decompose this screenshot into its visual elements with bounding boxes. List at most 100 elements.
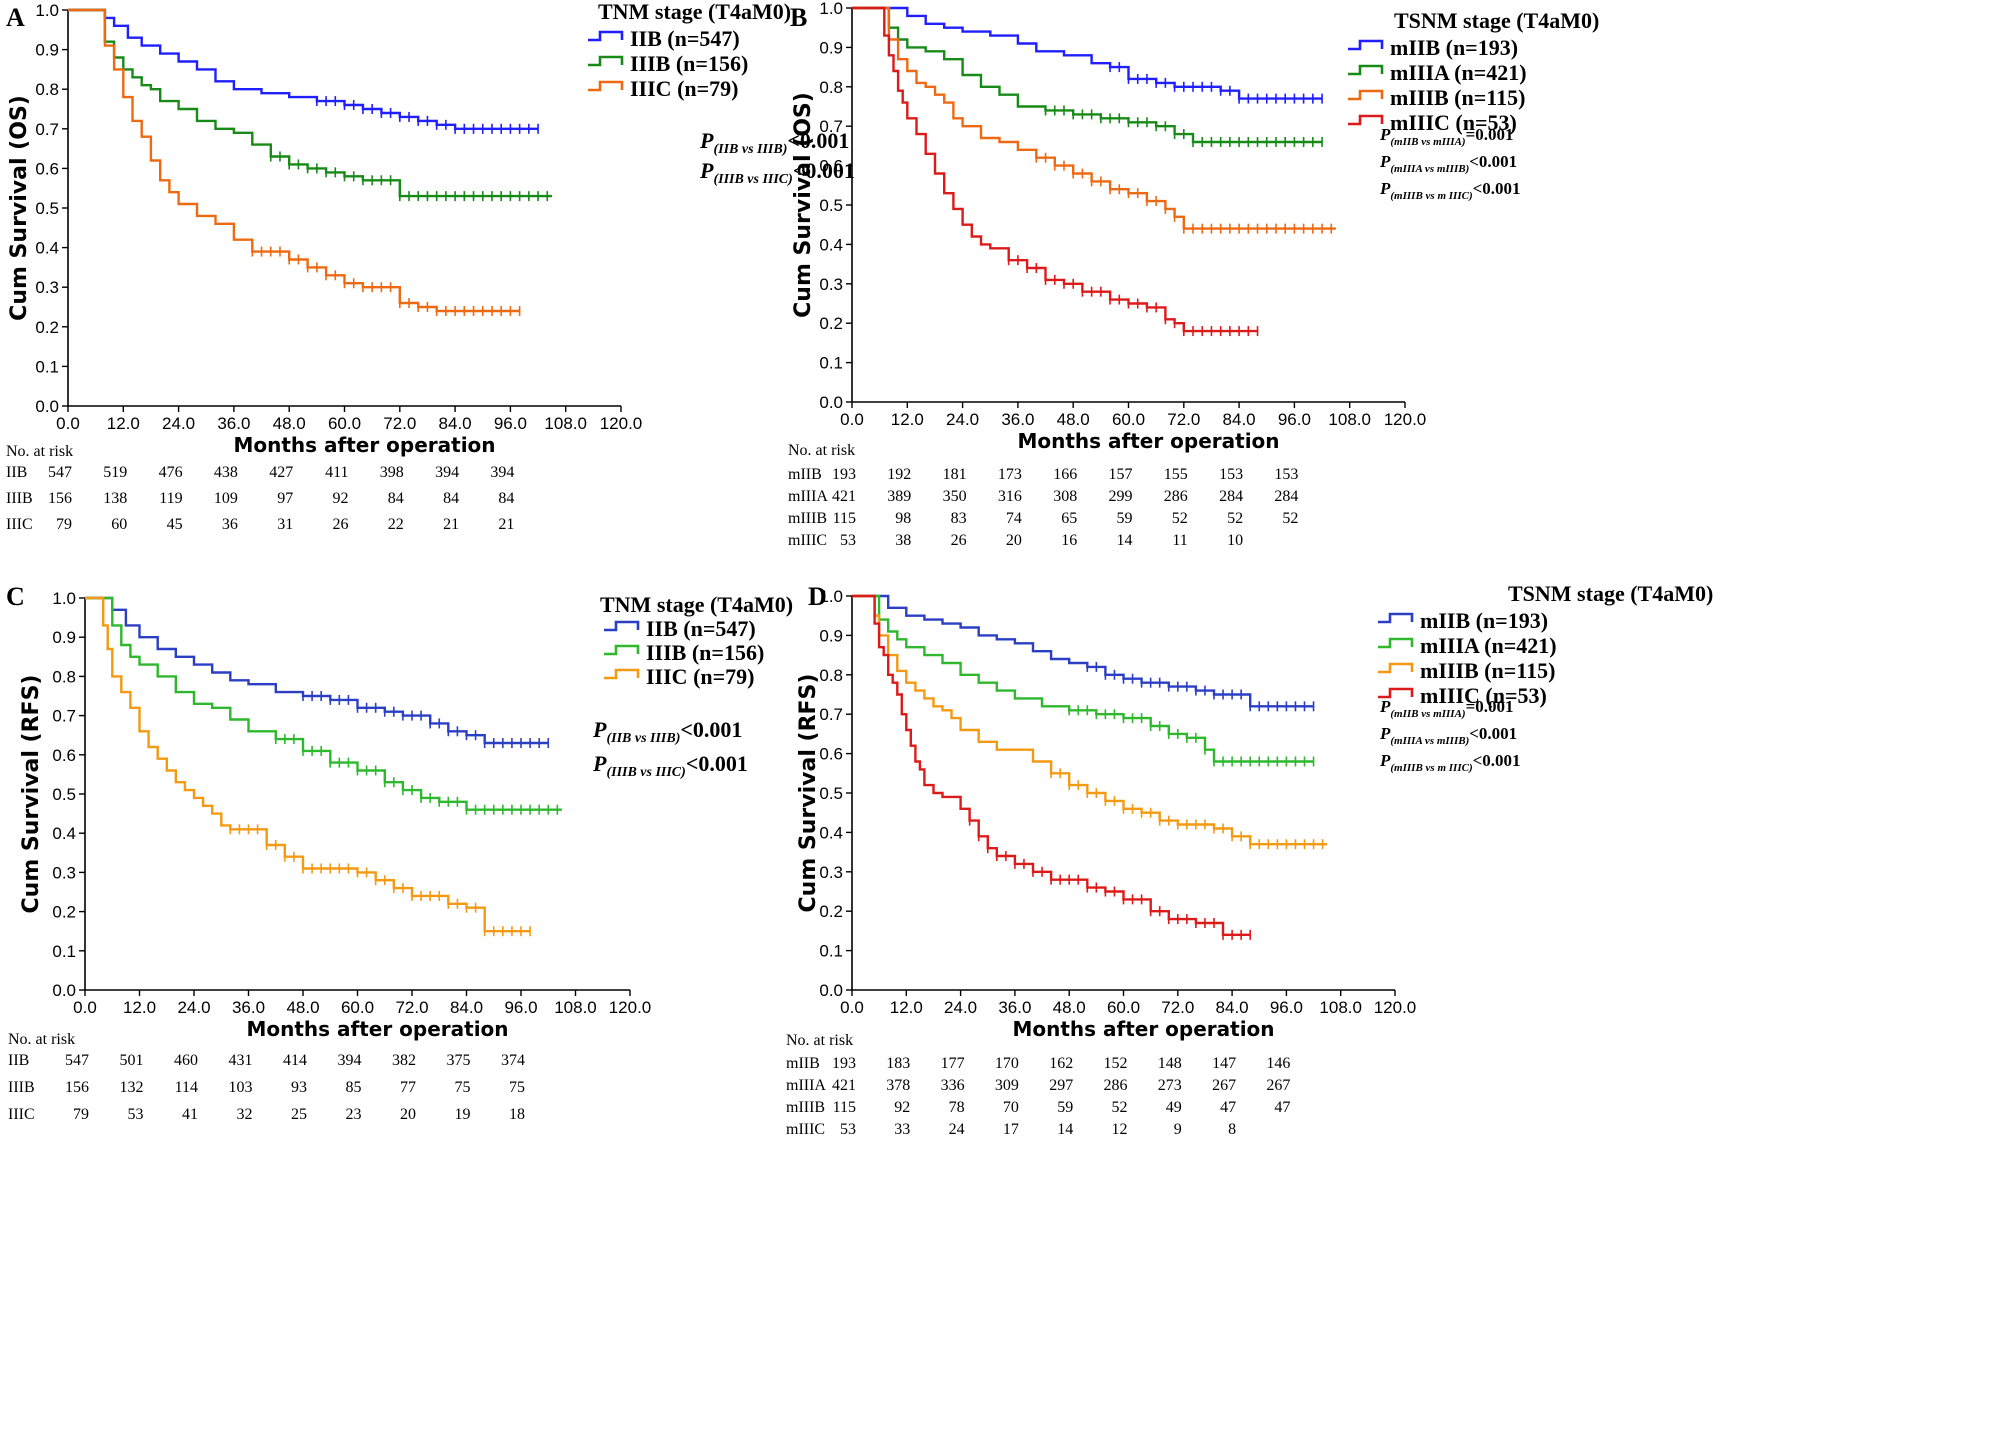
legend-title: TNM stage (T4aM0)	[598, 0, 791, 24]
risk-count: 52	[1282, 510, 1298, 527]
x-tick-label: 36.0	[217, 414, 250, 433]
risk-table-header: No. at risk	[786, 1032, 853, 1049]
risk-count: 166	[1053, 466, 1077, 483]
y-tick-label: 0.6	[819, 745, 843, 764]
risk-count: 394	[338, 1052, 362, 1069]
risk-count: 97	[277, 490, 293, 507]
risk-count: 147	[1212, 1055, 1236, 1072]
risk-count: 109	[214, 490, 238, 507]
risk-row-label: mIIB	[788, 466, 822, 483]
risk-count: 146	[1266, 1055, 1290, 1072]
risk-count: 519	[103, 464, 127, 481]
risk-count: 155	[1164, 466, 1188, 483]
x-tick-label: 84.0	[439, 414, 472, 433]
risk-count: 79	[73, 1106, 89, 1123]
risk-count: 375	[447, 1052, 471, 1069]
legend-label: IIIC (n=79)	[646, 664, 755, 689]
risk-count: 20	[400, 1106, 416, 1123]
risk-count: 157	[1109, 466, 1133, 483]
p-value: P(mIIB vs mIIIA)=0.001	[1379, 697, 1514, 720]
legend-label: IIB (n=547)	[630, 26, 740, 51]
legend-label: mIIIA (n=421)	[1420, 633, 1557, 658]
legend-swatch	[604, 668, 640, 680]
legend-swatch	[1348, 114, 1384, 126]
panel-a: A 0.0 0.1 0.2 0.3 0.4 0.5 0.6 0.7 0.8 0.9 1.0 0.0 12.…	[6, 0, 855, 533]
x-tick-label: 72.0	[383, 414, 416, 433]
y-tick-label: 0.5	[35, 199, 59, 218]
risk-count: 21	[443, 516, 459, 533]
y-tick-label: 0.6	[35, 159, 59, 178]
risk-count: 382	[392, 1052, 416, 1069]
risk-count: 92	[894, 1099, 910, 1116]
x-tick-label: 12.0	[891, 410, 924, 429]
legend-swatch	[588, 30, 624, 42]
x-tick-label: 12.0	[123, 998, 156, 1017]
risk-count: 9	[1174, 1121, 1182, 1138]
risk-count: 53	[128, 1106, 144, 1123]
risk-count: 22	[388, 516, 404, 533]
risk-row-label: IIB	[8, 1052, 29, 1069]
risk-count: 60	[111, 516, 127, 533]
risk-count: 26	[951, 532, 967, 549]
risk-count: 421	[832, 488, 856, 505]
risk-count: 10	[1227, 532, 1243, 549]
legend-swatch	[588, 80, 624, 92]
risk-count: 148	[1158, 1055, 1182, 1072]
risk-count: 119	[159, 490, 182, 507]
risk-count: 21	[498, 516, 514, 533]
risk-row-label: IIB	[6, 464, 27, 481]
x-tick-label: 36.0	[232, 998, 265, 1017]
risk-count: 23	[346, 1106, 362, 1123]
x-tick-label: 48.0	[286, 998, 319, 1017]
risk-count: 438	[214, 464, 238, 481]
y-tick-label: 0.9	[35, 41, 59, 60]
y-tick-label: 0.8	[35, 80, 59, 99]
risk-count: 427	[269, 464, 293, 481]
risk-count: 17	[1003, 1121, 1019, 1138]
y-tick-label: 0.0	[819, 393, 843, 412]
risk-count: 273	[1158, 1077, 1182, 1094]
risk-count: 14	[1057, 1121, 1073, 1138]
x-tick-label: 120.0	[1384, 410, 1427, 429]
y-tick-label: 0.5	[819, 196, 843, 215]
risk-count: 297	[1049, 1077, 1073, 1094]
risk-count: 70	[1003, 1099, 1019, 1116]
survival-curve	[852, 6, 1322, 100]
panel-d: D 0.0 0.1 0.2 0.3 0.4 0.5 0.6 0.7 0.8 0.9 1.0 0.0 12.…	[786, 581, 1713, 1138]
risk-count: 93	[291, 1079, 307, 1096]
survival-curve	[85, 596, 531, 933]
survival-curve	[85, 596, 562, 811]
legend-swatch	[604, 644, 640, 656]
risk-row-label: IIIB	[6, 490, 33, 507]
risk-count: 52	[1172, 510, 1188, 527]
p-value: P(IIB vs IIIB)<0.001	[592, 717, 742, 746]
risk-count: 299	[1109, 488, 1133, 505]
y-tick-label: 0.2	[35, 318, 59, 337]
risk-count: 31	[277, 516, 293, 533]
x-tick-label: 60.0	[1112, 410, 1145, 429]
survival-curve	[852, 594, 1314, 763]
panel-letter: B	[790, 3, 807, 32]
x-tick-label: 96.0	[1278, 410, 1311, 429]
x-tick-label: 36.0	[1001, 410, 1034, 429]
x-tick-label: 0.0	[840, 998, 864, 1017]
legend-swatch	[1378, 687, 1414, 699]
x-tick-label: 24.0	[944, 998, 977, 1017]
survival-curve	[852, 6, 1336, 230]
y-tick-label: 0.2	[52, 903, 76, 922]
risk-count: 14	[1117, 532, 1133, 549]
y-tick-label: 0.5	[819, 784, 843, 803]
x-tick-label: 60.0	[328, 414, 361, 433]
risk-count: 350	[943, 488, 967, 505]
p-value: P(IIIB vs IIIC)<0.001	[592, 751, 748, 780]
x-axis-label: Months after operation	[1012, 1017, 1274, 1041]
risk-count: 53	[840, 1121, 856, 1138]
survival-curve	[852, 594, 1251, 936]
survival-curve	[852, 594, 1328, 846]
x-tick-label: 72.0	[1161, 998, 1194, 1017]
x-tick-label: 36.0	[998, 998, 1031, 1017]
legend-title: TSNM stage (T4aM0)	[1508, 581, 1713, 606]
risk-count: 16	[1061, 532, 1077, 549]
risk-count: 192	[887, 466, 911, 483]
risk-count: 74	[1006, 510, 1022, 527]
